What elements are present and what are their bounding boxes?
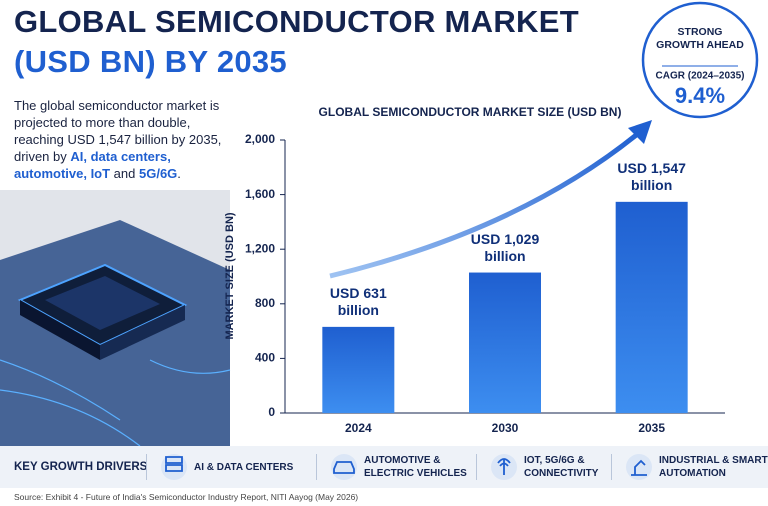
driver-label: IOT, 5G/6G & CONNECTIVITY xyxy=(524,455,599,479)
title-line2: (USD BN) BY 2035 xyxy=(14,44,287,79)
title-line1: GLOBAL SEMICONDUCTOR MARKET xyxy=(14,4,579,39)
source: Source: Exhibit 4 - Future of India's Se… xyxy=(14,492,359,502)
y-tick-label: 2,000 xyxy=(245,132,275,146)
driver-label: AI & DATA CENTERS xyxy=(194,461,294,473)
intro-segment: . xyxy=(177,166,181,181)
badge-heading-text: STRONG GROWTH AHEAD xyxy=(656,26,744,51)
driver-icon xyxy=(161,454,187,480)
y-tick-label: 800 xyxy=(255,296,275,310)
icon-glyph xyxy=(497,458,511,475)
badge-label: CAGR (2024–2035) xyxy=(656,71,745,82)
value-label: USD 1,029 billion xyxy=(470,230,540,264)
growth-arrowhead xyxy=(628,120,652,144)
bar xyxy=(615,201,688,413)
icon-glyph xyxy=(631,459,647,476)
drivers-heading: KEY GROWTH DRIVERS xyxy=(14,460,148,473)
driver-icon xyxy=(626,454,652,480)
bar xyxy=(469,272,541,413)
badge-heading: STRONG GROWTH AHEAD xyxy=(656,26,744,51)
divider xyxy=(611,454,612,480)
divider xyxy=(146,454,147,480)
driver-icon xyxy=(331,454,357,480)
x-tick-label: 2024 xyxy=(345,421,372,435)
y-tick-label: 1,200 xyxy=(245,241,275,255)
icon-glyph xyxy=(333,461,355,474)
drivers-strip: KEY GROWTH DRIVERS AI & DATA CENTERS AUTO… xyxy=(0,446,768,488)
badge-value: 9.4% xyxy=(675,83,725,108)
x-tick-label: 2030 xyxy=(492,421,519,435)
driver-icon xyxy=(491,454,517,480)
icon-bg xyxy=(161,454,187,480)
intro-segment: AI, data centers, automotive, IoT xyxy=(14,149,171,181)
badge-circle xyxy=(641,1,759,119)
x-tick-label: 2035 xyxy=(638,421,665,435)
divider xyxy=(316,454,317,480)
driver-label: AUTOMOTIVE & ELECTRIC VEHICLES xyxy=(364,455,467,479)
icon-bg xyxy=(626,454,652,480)
intro-segment: The global semiconductor market is proje… xyxy=(14,98,222,164)
y-axis-label: MARKET SIZE (USD BN) xyxy=(224,212,236,339)
value-label: USD 631 billion xyxy=(329,284,387,318)
intro-text: The global semiconductor market is proje… xyxy=(14,97,229,182)
divider xyxy=(476,454,477,480)
icon-glyph xyxy=(165,456,183,472)
y-tick-label: 400 xyxy=(255,351,275,365)
intro-segment: and xyxy=(110,166,139,181)
driver-label: INDUSTRIAL & SMART AUTOMATION xyxy=(659,455,768,479)
y-tick-label: 1,600 xyxy=(245,187,275,201)
chart-title: GLOBAL SEMICONDUCTOR MARKET SIZE (USD BN… xyxy=(319,105,622,119)
growth-arrow xyxy=(329,130,642,279)
chip-illustration xyxy=(0,190,231,447)
y-tick-label: 0 xyxy=(268,405,275,419)
intro-segment: 5G/6G xyxy=(138,166,178,181)
value-label: USD 1,547 billion xyxy=(617,159,686,193)
bar xyxy=(322,326,395,413)
